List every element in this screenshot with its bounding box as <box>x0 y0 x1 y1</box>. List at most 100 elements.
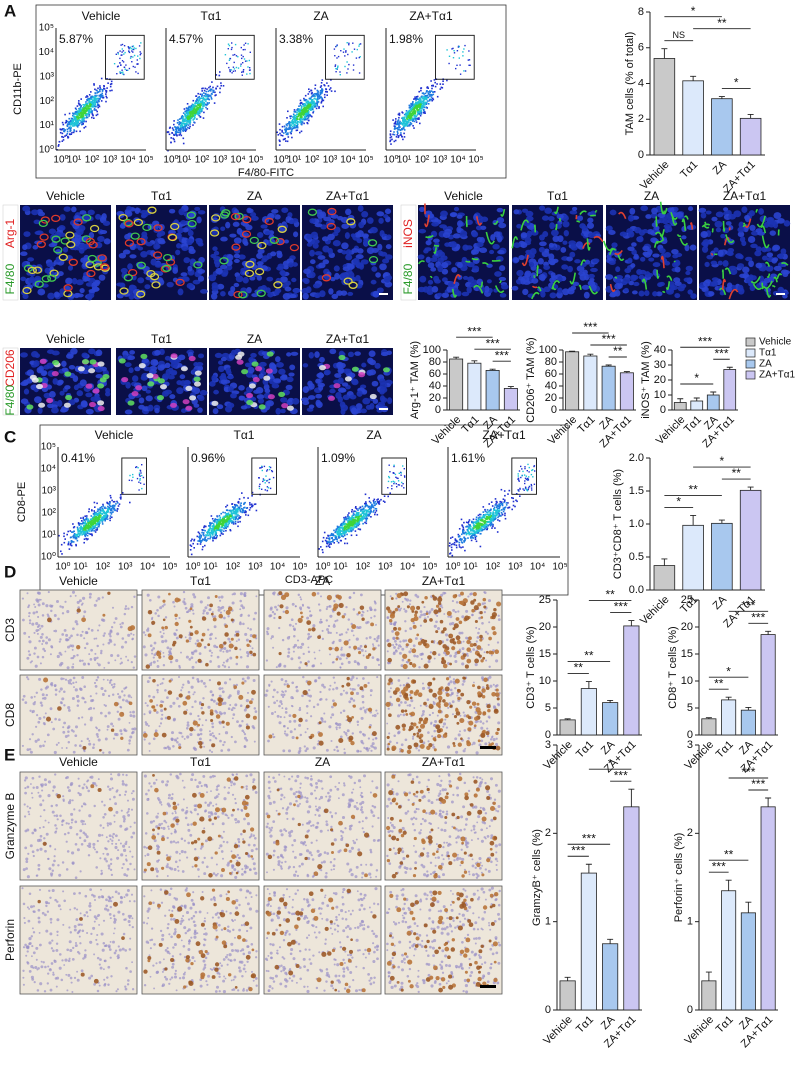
event-dot <box>249 502 251 504</box>
event-dot <box>110 509 112 512</box>
event-dot <box>93 109 96 111</box>
event-dot <box>352 42 354 44</box>
event-dot <box>204 529 206 532</box>
event-dot <box>303 97 305 100</box>
event-dot <box>80 532 82 534</box>
event-dot <box>269 468 271 471</box>
event-dot <box>453 543 456 546</box>
event-dot <box>293 114 296 117</box>
event-dot <box>105 513 107 516</box>
event-dot <box>96 529 98 531</box>
event-dot <box>141 487 143 490</box>
event-dot <box>81 116 84 118</box>
event-dot <box>139 469 141 472</box>
event-dot <box>463 532 466 534</box>
event-dot <box>91 527 93 529</box>
event-dot <box>94 88 96 91</box>
event-dot <box>494 527 496 529</box>
event-dot <box>78 530 81 533</box>
event-dot <box>486 528 488 530</box>
x-tick-label: 10⁰ <box>383 155 398 166</box>
nucleus <box>87 293 95 299</box>
event-dot <box>418 106 420 108</box>
event-dot <box>227 48 229 50</box>
event-dot <box>329 534 331 537</box>
event-dot <box>190 107 192 110</box>
event-dot <box>190 545 193 547</box>
event-dot <box>451 48 453 50</box>
event-dot <box>373 498 376 501</box>
event-dot <box>364 509 366 511</box>
event-dot <box>402 138 404 141</box>
event-dot <box>480 513 482 516</box>
event-dot <box>78 100 80 102</box>
event-dot <box>246 60 248 62</box>
event-dot <box>98 100 100 103</box>
event-dot <box>100 518 102 521</box>
event-dot <box>467 59 469 61</box>
event-dot <box>303 117 306 119</box>
event-dot <box>198 112 200 114</box>
x-tick-label: 10¹ <box>177 155 192 166</box>
nucleus <box>95 349 103 357</box>
event-dot <box>208 89 211 92</box>
event-dot <box>409 118 411 120</box>
event-dot <box>498 505 501 507</box>
event-dot <box>357 509 359 511</box>
event-dot <box>73 530 75 533</box>
event-dot <box>393 465 395 468</box>
event-dot <box>218 521 220 523</box>
x-tick-label: 10¹ <box>463 562 478 573</box>
event-dot <box>203 534 205 537</box>
event-dot <box>128 46 130 49</box>
event-dot <box>530 473 533 476</box>
event-dot <box>120 71 123 74</box>
nucleus <box>68 365 76 370</box>
event-dot <box>109 85 112 88</box>
event-dot <box>340 527 342 529</box>
event-dot <box>474 534 476 536</box>
cell-stain <box>31 377 39 383</box>
event-dot <box>371 505 374 507</box>
event-dot <box>338 536 340 538</box>
event-dot <box>429 98 432 101</box>
event-dot <box>303 113 306 116</box>
event-dot <box>200 102 202 105</box>
gate-percent: 5.87% <box>59 32 93 46</box>
event-dot <box>110 508 113 510</box>
event-dot <box>364 502 366 505</box>
event-dot <box>198 102 201 104</box>
event-dot <box>362 508 365 511</box>
event-dot <box>180 128 182 131</box>
event-dot <box>484 508 486 511</box>
event-dot <box>119 57 121 60</box>
event-dot <box>194 112 196 114</box>
event-dot <box>307 101 310 104</box>
event-dot <box>316 99 318 102</box>
event-dot <box>203 105 205 107</box>
event-dot <box>292 113 295 116</box>
event-dot <box>105 91 108 93</box>
micrograph <box>116 204 208 300</box>
nucleus <box>31 350 39 358</box>
event-dot <box>76 534 79 536</box>
event-dot <box>496 504 498 507</box>
nucleus <box>37 211 46 217</box>
event-dot <box>362 507 365 510</box>
event-dot <box>474 538 477 540</box>
event-dot <box>128 51 131 54</box>
event-dot <box>108 506 111 508</box>
x-tick-label: 10² <box>486 562 501 573</box>
event-dot <box>414 103 416 106</box>
event-dot <box>390 136 393 138</box>
event-dot <box>60 550 62 553</box>
event-dot <box>243 502 245 505</box>
event-dot <box>127 46 129 48</box>
event-dot <box>116 500 118 503</box>
gate-percent: 3.38% <box>279 32 313 46</box>
event-dot <box>94 522 97 525</box>
event-dot <box>195 109 198 111</box>
event-dot <box>409 122 412 124</box>
event-dot <box>215 88 217 90</box>
event-dot <box>367 511 369 513</box>
